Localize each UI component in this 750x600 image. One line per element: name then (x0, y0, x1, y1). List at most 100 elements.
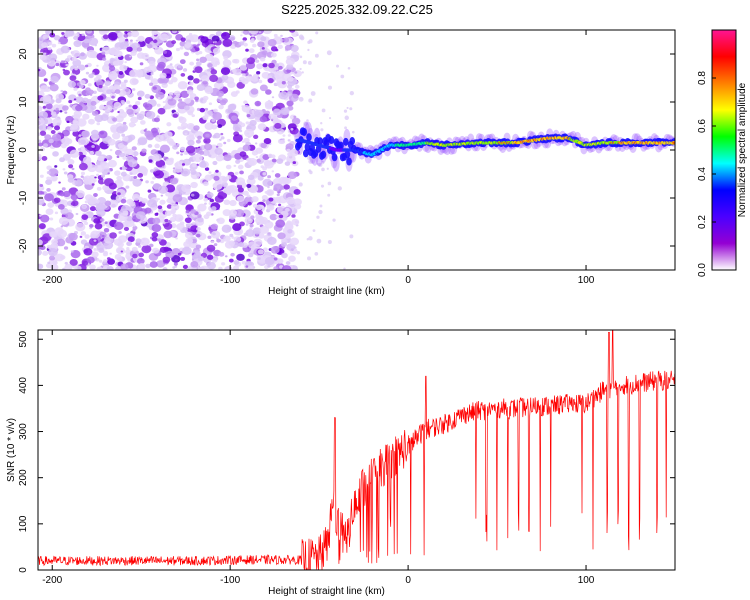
noise-blob (321, 108, 326, 113)
y-axis-label: SNR (10 * v/v) (6, 418, 17, 482)
noise-blob (176, 143, 180, 146)
y-tick-label: 0 (18, 147, 29, 153)
noise-blob (100, 239, 103, 242)
noise-blob (220, 67, 231, 76)
noise-blob (245, 265, 249, 268)
noise-blob (281, 238, 287, 243)
noise-blob (78, 52, 87, 60)
noise-blob (246, 132, 250, 135)
noise-blob (135, 211, 146, 220)
noise-blob (293, 115, 297, 119)
noise-blob (303, 121, 308, 126)
noise-blob (235, 177, 246, 186)
noise-blob (68, 164, 74, 169)
noise-blob (151, 224, 162, 233)
noise-blob (135, 69, 144, 76)
noise-blob (151, 236, 158, 242)
noise-blob (246, 183, 252, 188)
noise-blob (81, 97, 89, 104)
noise-blob (150, 72, 154, 76)
noise-blob (128, 121, 136, 128)
noise-blob (308, 169, 312, 173)
noise-blob (229, 199, 237, 207)
noise-blob (156, 260, 166, 268)
noise-blob (233, 189, 238, 192)
ridge-peak (672, 141, 675, 144)
noise-blob (267, 264, 271, 268)
noise-blob (43, 143, 49, 148)
noise-blob (278, 91, 289, 100)
noise-blob (213, 108, 218, 113)
noise-blob (91, 183, 95, 186)
noise-blob (208, 224, 212, 227)
noise-blob (139, 237, 150, 246)
noise-blob (164, 131, 173, 139)
noise-blob (236, 184, 243, 189)
noise-blob (307, 60, 312, 65)
noise-blob (280, 241, 287, 247)
noise-blob (291, 117, 301, 125)
noise-blob (42, 34, 49, 40)
noise-blob (81, 130, 90, 138)
noise-blob (106, 89, 113, 95)
noise-blob (100, 30, 110, 34)
noise-blob (46, 165, 52, 171)
noise-blob (108, 182, 117, 190)
noise-blob (118, 111, 127, 119)
noise-blob (293, 70, 302, 78)
noise-blob (136, 113, 145, 121)
noise-blob (152, 176, 156, 180)
noise-blob (85, 30, 93, 34)
noise-blob (287, 123, 297, 131)
noise-blob (94, 176, 97, 179)
noise-blob (106, 155, 110, 158)
noise-blob (190, 169, 197, 175)
noise-blob (271, 170, 275, 173)
noise-blob (281, 129, 285, 133)
noise-blob (49, 217, 54, 221)
noise-blob (62, 90, 68, 95)
noise-blob (47, 248, 58, 257)
noise-blob (73, 110, 83, 118)
noise-blob (68, 232, 78, 241)
noise-blob (79, 146, 86, 152)
noise-blob (182, 227, 188, 232)
colorbar-tick-label: 0.6 (697, 119, 708, 133)
noise-blob (127, 236, 135, 243)
noise-blob (206, 261, 216, 270)
noise-blob (230, 91, 238, 97)
noise-blob (64, 111, 68, 114)
noise-blob (336, 64, 339, 68)
noise-blob (58, 216, 69, 225)
noise-blob (251, 196, 259, 203)
noise-blob (314, 251, 319, 256)
noise-blob (206, 244, 216, 252)
noise-blob (69, 258, 78, 266)
noise-blob (271, 96, 275, 99)
noise-blob (266, 189, 275, 196)
noise-blob (257, 123, 267, 131)
noise-blob (177, 126, 182, 130)
noise-blob (149, 261, 158, 268)
noise-blob (280, 34, 283, 37)
noise-blob (183, 105, 190, 111)
noise-blob (46, 176, 51, 180)
noise-blob (169, 177, 179, 185)
noise-blob (119, 152, 126, 158)
noise-blob (159, 72, 167, 79)
noise-blob (327, 193, 331, 197)
noise-blob (196, 58, 200, 62)
noise-blob (222, 59, 232, 67)
noise-blob (125, 212, 129, 216)
noise-blob (241, 260, 247, 265)
noise-blob (165, 250, 175, 259)
noise-blob (43, 78, 48, 82)
noise-blob (286, 84, 293, 89)
noise-blob (276, 158, 284, 165)
noise-blob (98, 130, 108, 139)
noise-blob (46, 171, 51, 175)
noise-blob (276, 119, 281, 124)
noise-blob (62, 105, 69, 111)
noise-blob (38, 68, 41, 72)
noise-blob (174, 90, 181, 96)
